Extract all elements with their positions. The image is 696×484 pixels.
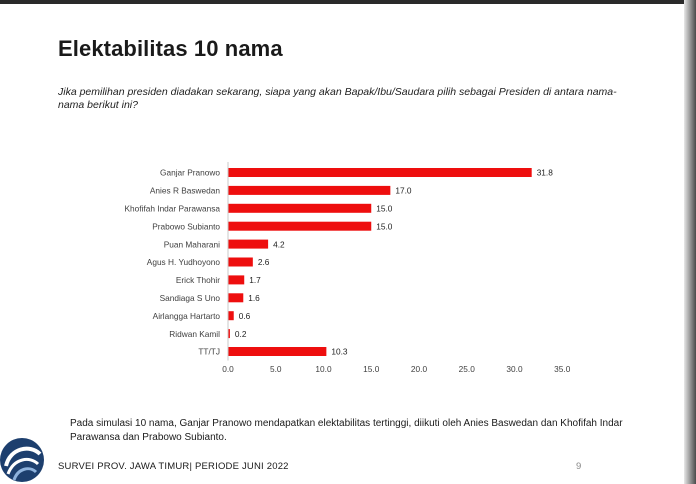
value-label: 10.3 xyxy=(331,347,348,357)
category-label: Prabowo Subianto xyxy=(152,221,220,231)
bar xyxy=(228,185,391,195)
bar-chart: Ganjar Pranowo Anies R Baswedan Khofifah I… xyxy=(125,162,571,374)
slide-title: Elektabilitas 10 nama xyxy=(58,36,283,61)
value-label: 0.2 xyxy=(235,329,247,339)
category-label: Sandiaga S Uno xyxy=(160,293,221,303)
category-label: Ridwan Kamil xyxy=(169,329,220,339)
right-edge xyxy=(684,0,696,484)
category-label: Erick Thohir xyxy=(176,275,220,285)
bar xyxy=(228,168,532,177)
value-label: 4.2 xyxy=(273,239,285,249)
value-label: 15.0 xyxy=(376,221,393,231)
bar xyxy=(228,311,234,321)
category-label: Airlangga Hartarto xyxy=(153,311,221,321)
summary-text: Pada simulasi 10 nama, Ganjar Pranowo me… xyxy=(70,418,623,443)
bars-group xyxy=(228,168,532,356)
value-label: 1.6 xyxy=(248,293,260,303)
x-tick-label: 30.0 xyxy=(506,364,523,374)
value-label: 15.0 xyxy=(376,204,393,214)
value-label: 31.8 xyxy=(537,168,554,178)
footer-text: SURVEI PROV. JAWA TIMUR| PERIODE JUNI 20… xyxy=(58,461,289,472)
category-label: Khofifah Indar Parawansa xyxy=(125,204,221,214)
bar xyxy=(228,347,327,356)
bar xyxy=(228,257,253,267)
bar xyxy=(228,329,230,339)
bar xyxy=(228,221,372,231)
x-tick-label: 35.0 xyxy=(554,364,571,374)
value-label: 1.7 xyxy=(249,275,261,285)
top-edge xyxy=(0,0,696,4)
category-label: Ganjar Pranowo xyxy=(160,168,220,178)
value-label: 2.6 xyxy=(258,257,270,267)
survey-question: Jika pemilihan presiden diadakan sekaran… xyxy=(58,86,617,111)
bar xyxy=(228,239,269,249)
value-labels-group: 31.817.015.015.04.22.61.71.60.60.210.3 xyxy=(235,168,553,357)
x-tick-labels-group: 0.0 5.0 10.0 15.0 20.0 25.0 30.0 35.0 xyxy=(222,364,570,374)
x-tick-label: 10.0 xyxy=(315,364,332,374)
x-tick-label: 15.0 xyxy=(363,364,380,374)
x-tick-label: 20.0 xyxy=(411,364,428,374)
bar xyxy=(228,275,245,285)
value-label: 17.0 xyxy=(395,186,412,196)
x-tick-label: 5.0 xyxy=(270,364,282,374)
category-labels-group: Ganjar Pranowo Anies R Baswedan Khofifah I… xyxy=(125,168,221,357)
bar xyxy=(228,293,244,303)
value-label: 0.6 xyxy=(239,311,251,321)
survey-logo-icon xyxy=(0,438,44,482)
category-label: Agus H. Yudhoyono xyxy=(147,257,221,267)
bar xyxy=(228,203,372,213)
category-label: TT/TJ xyxy=(198,347,220,357)
category-label: Anies R Baswedan xyxy=(150,186,220,196)
category-label: Puan Maharani xyxy=(164,239,220,249)
x-tick-label: 25.0 xyxy=(459,364,476,374)
page-number: 9 xyxy=(576,461,582,472)
x-tick-label: 0.0 xyxy=(222,364,234,374)
